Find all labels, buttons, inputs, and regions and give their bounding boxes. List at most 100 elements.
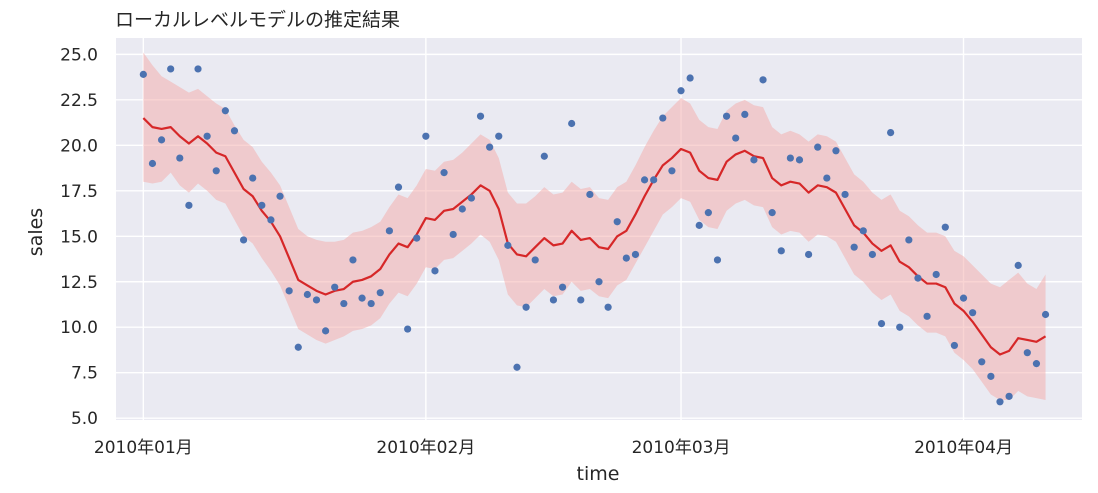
data-point xyxy=(449,230,457,239)
data-point xyxy=(595,278,603,286)
data-point xyxy=(941,223,949,231)
data-point xyxy=(322,327,330,335)
chart-title: ローカルレベルモデルの推定結果 xyxy=(115,9,400,31)
data-point xyxy=(987,372,995,380)
data-point xyxy=(650,176,658,184)
data-point xyxy=(859,227,867,235)
data-point xyxy=(695,221,703,229)
data-point xyxy=(540,152,548,160)
data-point xyxy=(504,241,512,249)
data-point xyxy=(795,156,804,164)
data-point xyxy=(148,159,157,168)
data-point xyxy=(850,243,858,251)
data-point xyxy=(476,112,485,120)
data-point xyxy=(586,190,594,199)
y-tick-label: 25.0 xyxy=(60,45,98,65)
data-point xyxy=(932,270,940,279)
data-point xyxy=(458,205,466,213)
observed-points xyxy=(139,65,1050,406)
x-tick-label: 2010年02月 xyxy=(376,438,475,458)
data-point xyxy=(239,236,248,244)
data-point xyxy=(167,65,175,73)
x-tick-label: 2010年04月 xyxy=(914,438,1013,458)
data-point xyxy=(558,283,567,291)
data-point xyxy=(759,76,767,84)
level-estimate-line xyxy=(142,117,1047,356)
y-axis-label: sales xyxy=(25,208,47,256)
data-point xyxy=(176,154,184,162)
data-point xyxy=(896,323,904,331)
y-tick-labels: 5.0 7.5 10.0 12.5 15.0 17.5 20.0 22.5 25.0 xyxy=(60,45,98,429)
data-point xyxy=(258,201,266,209)
data-point xyxy=(732,134,740,142)
data-point xyxy=(905,236,913,244)
y-tick-label: 10.0 xyxy=(60,318,98,338)
data-point xyxy=(923,312,931,320)
data-point xyxy=(431,267,439,275)
data-point xyxy=(303,290,311,299)
data-point xyxy=(221,107,229,115)
data-point xyxy=(513,363,521,371)
data-point xyxy=(622,254,630,262)
data-point xyxy=(1005,392,1013,400)
y-tick-label: 7.5 xyxy=(71,364,98,384)
data-point xyxy=(194,65,202,73)
data-point xyxy=(659,114,667,122)
data-point xyxy=(1041,310,1050,319)
y-tick-label: 17.5 xyxy=(60,182,98,202)
data-point xyxy=(212,167,220,175)
data-point xyxy=(276,192,284,200)
data-point xyxy=(777,247,785,255)
data-point xyxy=(841,190,849,199)
data-point xyxy=(139,70,147,78)
data-point xyxy=(613,218,621,226)
data-point xyxy=(185,201,193,209)
data-point xyxy=(522,303,530,311)
data-point xyxy=(959,294,968,302)
data-point xyxy=(832,147,840,155)
data-point xyxy=(887,128,895,137)
y-tick-label: 20.0 xyxy=(60,136,98,156)
data-point xyxy=(996,398,1004,406)
data-point xyxy=(577,296,585,304)
data-point xyxy=(805,250,813,259)
data-point xyxy=(486,143,494,151)
data-point xyxy=(713,256,722,264)
y-tick-label: 12.5 xyxy=(60,273,98,293)
data-point xyxy=(385,227,393,235)
data-point xyxy=(230,127,239,135)
data-point xyxy=(631,250,640,259)
data-point xyxy=(814,143,822,151)
data-point xyxy=(157,136,166,144)
data-point xyxy=(394,183,403,191)
y-tick-label: 5.0 xyxy=(71,409,98,429)
data-point xyxy=(722,112,731,120)
data-point xyxy=(413,234,421,242)
data-point xyxy=(640,176,649,184)
data-point xyxy=(376,289,384,297)
x-tick-label: 2010年03月 xyxy=(632,438,731,458)
data-point xyxy=(969,309,977,317)
data-point xyxy=(340,299,348,308)
data-point xyxy=(422,132,430,140)
data-point xyxy=(1023,349,1031,357)
confidence-band xyxy=(143,52,1046,400)
data-point xyxy=(1032,360,1041,368)
data-point xyxy=(950,341,959,350)
data-point xyxy=(568,119,576,128)
data-point xyxy=(604,303,612,311)
data-point xyxy=(467,194,476,202)
data-point xyxy=(741,110,749,118)
data-point xyxy=(495,132,503,140)
data-point xyxy=(267,216,275,224)
data-point xyxy=(349,256,357,264)
y-tick-label: 15.0 xyxy=(60,227,98,247)
data-point xyxy=(249,174,257,182)
data-point xyxy=(868,250,876,259)
data-point xyxy=(768,209,776,217)
data-point xyxy=(1014,261,1022,269)
y-tick-label: 22.5 xyxy=(60,91,98,111)
data-point xyxy=(549,296,558,304)
x-axis-label: time xyxy=(577,463,620,485)
